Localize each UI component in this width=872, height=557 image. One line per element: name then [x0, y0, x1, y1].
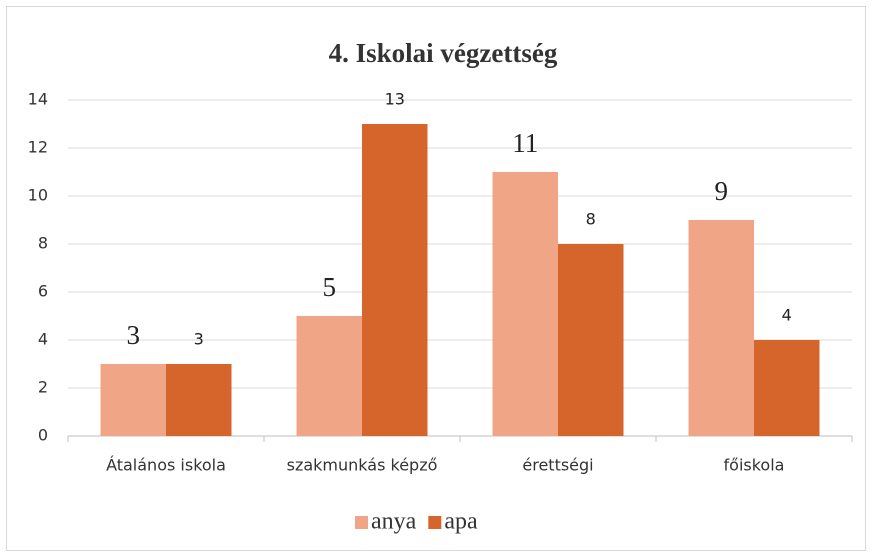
bar: [754, 340, 820, 436]
bar: [166, 364, 232, 436]
legend-swatch: [428, 516, 442, 529]
x-tick-label: Átalános iskola: [106, 456, 226, 475]
bar: [492, 172, 558, 436]
legend-label: anya: [371, 509, 417, 535]
x-tick-label: szakmunkás képző: [287, 456, 438, 475]
bar: [100, 364, 166, 436]
bar: [688, 220, 754, 436]
x-tick-label: főiskola: [724, 456, 785, 475]
bar: [558, 244, 624, 436]
y-tick-label: 4: [38, 330, 48, 349]
bar: [296, 316, 362, 436]
legend-swatch: [355, 516, 368, 529]
data-label: 13: [385, 90, 405, 109]
chart-title: 4. Iskolai végzettség: [329, 38, 558, 68]
data-label: 5: [323, 272, 337, 302]
y-tick-label: 0: [38, 426, 48, 445]
bar: [362, 124, 428, 436]
y-tick-label: 10: [28, 186, 48, 205]
y-tick-label: 12: [28, 138, 48, 157]
y-tick-label: 14: [28, 90, 48, 109]
data-label: 3: [127, 320, 141, 350]
data-label: 11: [512, 128, 538, 158]
y-tick-label: 2: [38, 378, 48, 397]
y-tick-label: 6: [38, 282, 48, 301]
legend-label: apa: [444, 509, 478, 535]
data-label: 8: [586, 210, 596, 229]
y-tick-label: 8: [38, 234, 48, 253]
x-tick-label: érettségi: [522, 456, 593, 475]
data-label: 3: [194, 330, 204, 349]
data-label: 9: [715, 176, 729, 206]
data-label: 4: [782, 306, 792, 325]
